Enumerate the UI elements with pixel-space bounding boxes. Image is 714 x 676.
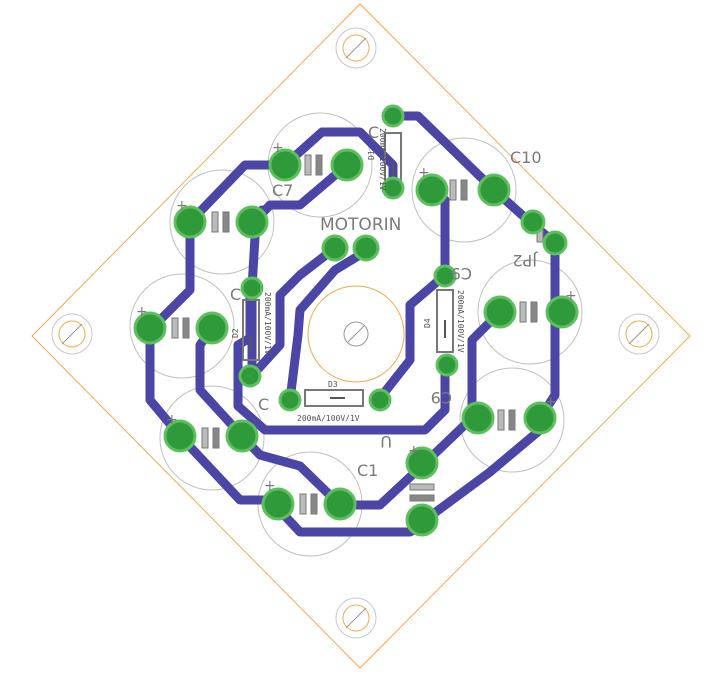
svg-text:+: + [176,198,188,214]
svg-text:+: + [545,394,557,410]
label-d2: D2 [231,328,240,338]
pad [415,173,449,207]
pad [542,230,568,256]
pad [323,487,357,521]
pad [352,234,380,262]
svg-text:+: + [136,304,148,320]
label-u: U [380,432,392,451]
label-d3-value: 200mA/100V/1V [297,414,360,423]
mounting-hole-left [51,313,93,355]
label-c-left: C [230,285,241,304]
pad [321,234,349,262]
pad [225,419,259,453]
diode-bodies [242,132,454,407]
pads-large [133,148,579,537]
pad [435,353,459,377]
mounting-hole-top [335,27,377,69]
silkscreen-labels: C10 C7 MOTORIN JP2 C1 C C C C9 C9 U D3 2… [230,123,542,480]
pads-small [238,104,568,412]
label-motorin: MOTORIN [320,215,401,235]
pad [195,311,229,345]
pad [381,176,405,200]
pad [133,311,167,345]
label-c1: C1 [357,461,378,480]
label-jp2: JP2 [512,251,538,270]
pad [405,446,439,480]
mounting-hole-right [618,313,660,355]
label-c10: C10 [510,148,542,167]
motor-shaft-hole [307,285,405,383]
svg-text:+: + [264,478,276,494]
pad [461,401,495,435]
pad [240,276,264,300]
pad [433,264,457,288]
pad [523,401,557,435]
pad [381,104,405,128]
pad [330,148,364,182]
pad [405,503,439,537]
pad [261,487,295,521]
pad [238,364,262,388]
svg-text:+: + [565,288,577,304]
label-c-lower: C [258,395,269,414]
label-c7: C7 [272,181,293,200]
pad [163,419,197,453]
polarity-marks: + + + + + + + + + [136,140,577,494]
label-d-top-value: 200mA/100V/1V [378,128,387,191]
pad [483,295,517,329]
pad [268,148,302,182]
capacitor-courtyards [129,112,583,557]
pad [545,295,579,329]
label-c9-lower: C9 [431,388,452,407]
pad [368,388,392,412]
svg-text:+: + [408,443,420,459]
pad [278,388,302,412]
label-d-right-value: 200mA/100V/1V [456,290,465,353]
pad [520,209,546,235]
label-d-left-value: 200mA/100V/1V [263,292,272,355]
board-outline [31,3,691,669]
svg-text:+: + [272,140,284,156]
label-d1: D1 [367,150,376,160]
pad [235,205,269,239]
label-c9: C9 [451,264,472,283]
svg-text:+: + [166,412,178,428]
mounting-hole-bottom [335,597,377,639]
pad [173,205,207,239]
label-d3: D3 [328,380,338,389]
label-c-top: C [368,123,379,142]
svg-text:+: + [418,165,430,181]
capacitor-bodies [171,154,544,515]
label-d4: D4 [423,318,432,328]
pad [477,173,511,207]
